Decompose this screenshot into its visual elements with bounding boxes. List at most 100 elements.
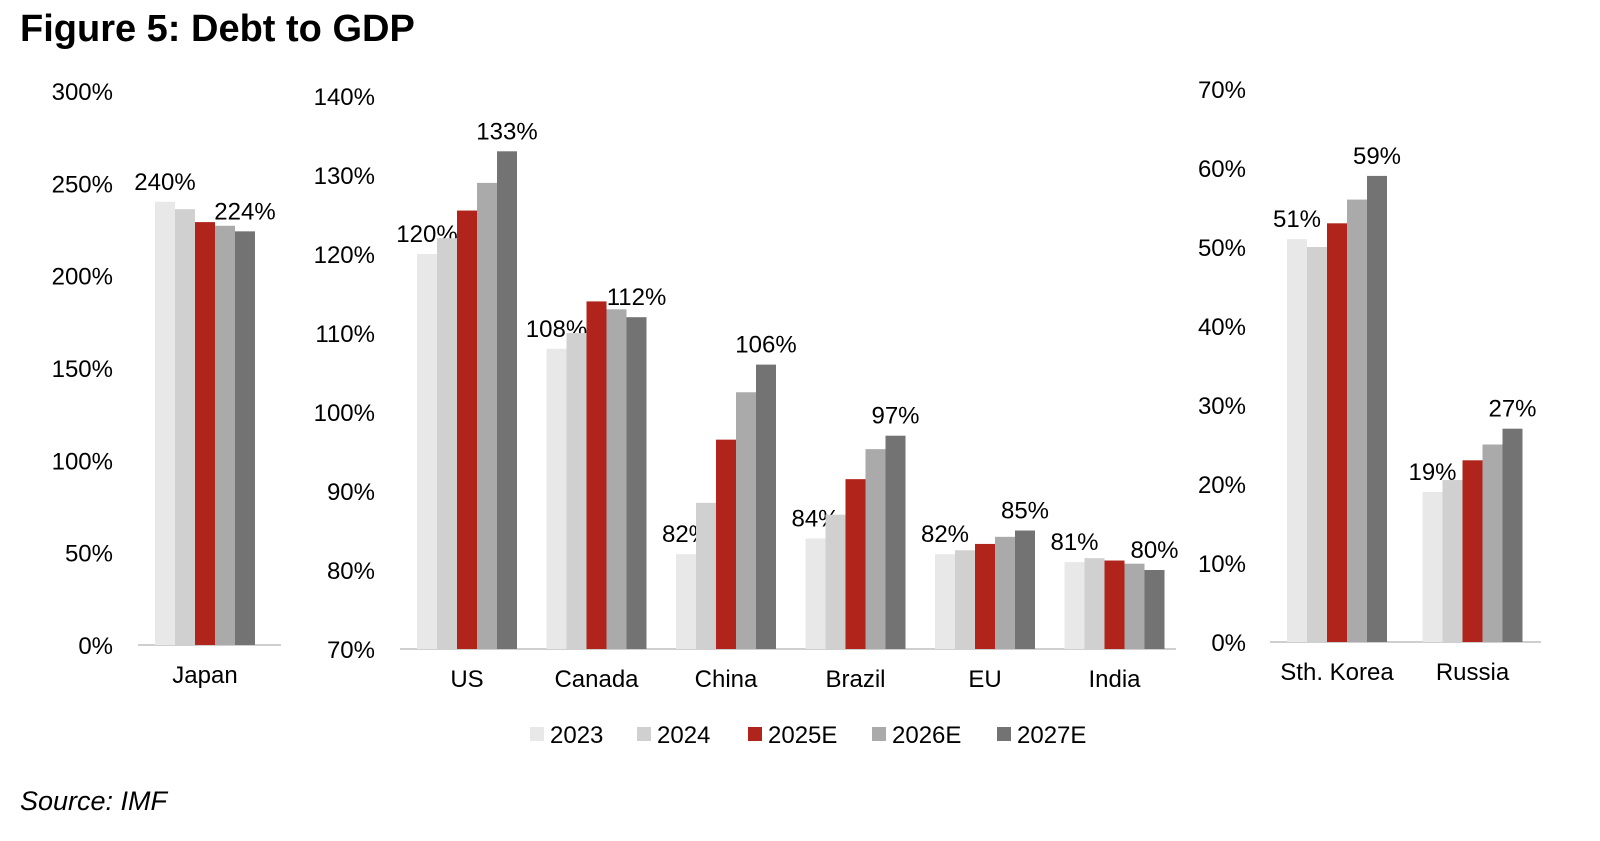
legend-swatch-2026e bbox=[872, 727, 886, 741]
category-label-brazil: Brazil bbox=[825, 666, 885, 693]
legend-label-2025e: 2025E bbox=[768, 722, 837, 749]
y-tick-label: 0% bbox=[1211, 630, 1246, 657]
data-label: 82% bbox=[921, 521, 969, 548]
bar-india-2023 bbox=[1064, 562, 1085, 649]
y-tick-label: 0% bbox=[78, 633, 113, 660]
bar-brazil-2024 bbox=[825, 514, 846, 649]
data-label: 85% bbox=[1001, 498, 1049, 525]
bar-canada-2027e bbox=[626, 317, 647, 649]
category-label-russia: Russia bbox=[1436, 659, 1510, 686]
bar-sth-korea-2027e bbox=[1367, 175, 1387, 642]
data-label: 106% bbox=[735, 332, 796, 359]
data-label: 80% bbox=[1130, 537, 1178, 564]
legend-label-2024: 2024 bbox=[657, 722, 710, 749]
bar-india-2024 bbox=[1084, 558, 1105, 649]
y-tick-label: 130% bbox=[314, 163, 375, 190]
data-label: 112% bbox=[607, 284, 667, 311]
y-tick-label: 50% bbox=[1198, 235, 1246, 262]
y-tick-label: 70% bbox=[327, 637, 375, 664]
bar-china-2027e bbox=[756, 364, 776, 649]
y-tick-label: 70% bbox=[1198, 77, 1246, 104]
bar-brazil-2023 bbox=[805, 538, 826, 649]
bar-russia-2027e bbox=[1502, 428, 1523, 642]
bar-russia-2024 bbox=[1442, 480, 1463, 642]
data-label: 97% bbox=[871, 403, 919, 430]
data-label: 51% bbox=[1273, 206, 1321, 233]
bar-us-2023 bbox=[417, 254, 437, 649]
legend-label-2023: 2023 bbox=[550, 722, 603, 749]
legend-label-2026e: 2026E bbox=[892, 722, 961, 749]
data-label: 27% bbox=[1488, 396, 1536, 423]
bar-canada-2024 bbox=[566, 333, 587, 649]
bar-sth-korea-2025e bbox=[1327, 223, 1347, 643]
bar-eu-2025e bbox=[975, 543, 995, 649]
bar-canada-2025e bbox=[586, 301, 607, 649]
bar-india-2027e bbox=[1144, 570, 1165, 649]
y-tick-label: 90% bbox=[327, 479, 375, 506]
legend-label-2027e: 2027E bbox=[1017, 722, 1086, 749]
figure-title: Figure 5: Debt to GDP bbox=[20, 8, 415, 50]
bar-us-2027e bbox=[497, 151, 517, 650]
y-tick-label: 140% bbox=[314, 84, 375, 111]
source-note: Source: IMF bbox=[20, 786, 168, 816]
category-label-eu: EU bbox=[968, 666, 1001, 693]
y-tick-label: 120% bbox=[314, 242, 375, 269]
bar-japan-2025e bbox=[195, 222, 215, 645]
bar-eu-2027e bbox=[1015, 530, 1035, 649]
bar-eu-2024 bbox=[955, 550, 975, 649]
bar-india-2025e bbox=[1104, 560, 1125, 649]
bar-sth-korea-2024 bbox=[1307, 247, 1327, 642]
legend-swatch-2023 bbox=[530, 727, 544, 741]
bar-russia-2025e bbox=[1462, 460, 1483, 642]
bar-sth-korea-2023 bbox=[1287, 239, 1307, 642]
y-tick-label: 60% bbox=[1198, 156, 1246, 183]
data-label: 240% bbox=[134, 169, 195, 196]
bar-canada-2023 bbox=[546, 348, 567, 649]
category-label-us: US bbox=[450, 666, 483, 693]
y-tick-label: 30% bbox=[1198, 393, 1246, 420]
legend-swatch-2027e bbox=[997, 727, 1011, 741]
bar-japan-2027e bbox=[235, 231, 255, 645]
bar-canada-2026e bbox=[606, 309, 627, 649]
bar-russia-2023 bbox=[1422, 491, 1443, 642]
bar-japan-2026e bbox=[215, 225, 235, 645]
y-tick-label: 250% bbox=[52, 171, 113, 198]
bar-eu-2023 bbox=[935, 554, 955, 649]
bar-china-2023 bbox=[676, 554, 696, 649]
y-tick-label: 50% bbox=[65, 541, 113, 568]
data-label: 133% bbox=[476, 118, 537, 145]
category-label-china: China bbox=[695, 666, 758, 693]
y-tick-label: 110% bbox=[315, 321, 375, 348]
y-tick-label: 80% bbox=[327, 558, 375, 585]
bar-china-2024 bbox=[696, 502, 716, 649]
bar-japan-2023 bbox=[155, 201, 175, 646]
y-tick-label: 150% bbox=[52, 356, 113, 383]
data-label: 59% bbox=[1353, 143, 1401, 170]
data-label: 81% bbox=[1050, 529, 1098, 556]
category-label-sth-korea: Sth. Korea bbox=[1280, 659, 1394, 686]
bar-india-2026e bbox=[1124, 563, 1145, 649]
bar-russia-2026e bbox=[1482, 444, 1503, 642]
bar-brazil-2026e bbox=[865, 449, 886, 649]
bar-china-2025e bbox=[716, 439, 736, 649]
bar-us-2024 bbox=[437, 238, 457, 649]
bar-eu-2026e bbox=[995, 536, 1015, 649]
bar-china-2026e bbox=[736, 392, 756, 649]
bar-brazil-2027e bbox=[885, 435, 906, 649]
legend-swatch-2024 bbox=[637, 727, 651, 741]
category-label-canada: Canada bbox=[554, 666, 639, 693]
y-tick-label: 100% bbox=[52, 448, 113, 475]
y-tick-label: 20% bbox=[1198, 472, 1246, 499]
y-tick-label: 40% bbox=[1198, 314, 1246, 341]
bar-brazil-2025e bbox=[845, 479, 866, 649]
y-tick-label: 200% bbox=[52, 264, 113, 291]
bar-japan-2024 bbox=[175, 209, 195, 646]
category-label-india: India bbox=[1088, 666, 1141, 693]
data-label: 224% bbox=[214, 198, 275, 225]
y-tick-label: 100% bbox=[314, 400, 375, 427]
legend-swatch-2025e bbox=[748, 727, 762, 741]
y-tick-label: 10% bbox=[1198, 551, 1246, 578]
bar-us-2025e bbox=[457, 210, 477, 650]
bar-sth-korea-2026e bbox=[1347, 199, 1367, 642]
